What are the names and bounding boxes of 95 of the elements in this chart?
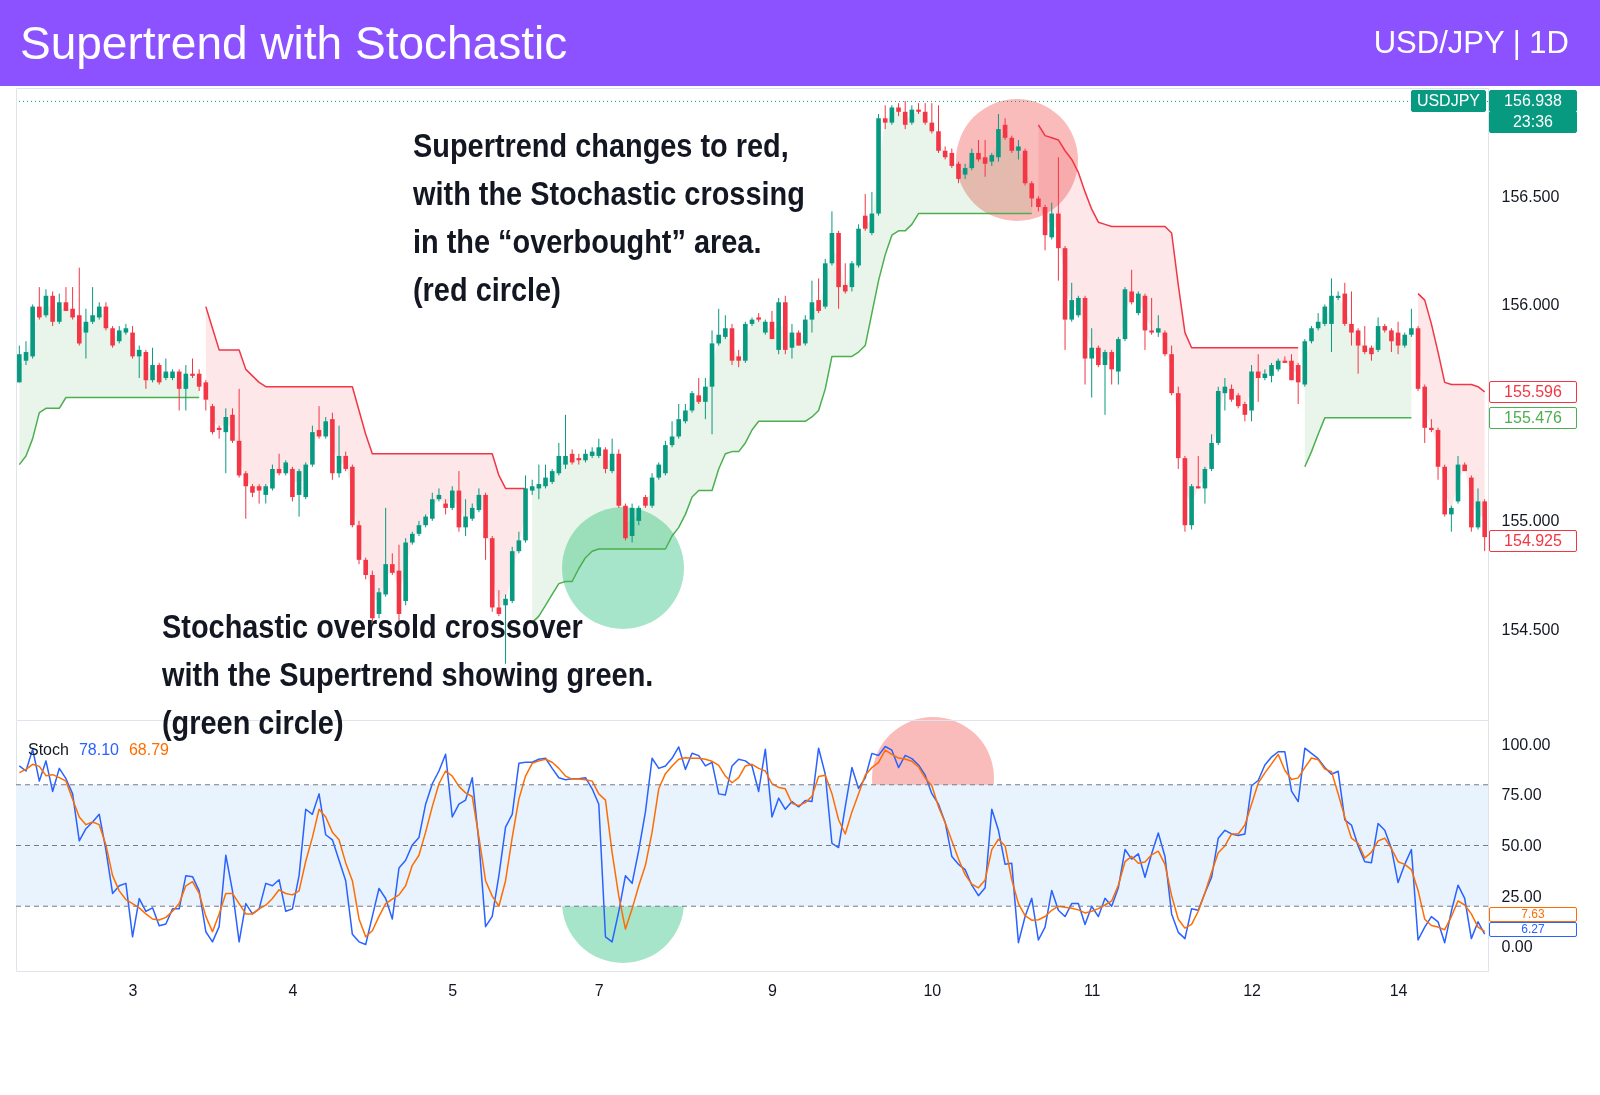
candlestick (63, 286, 69, 312)
candlestick (37, 286, 42, 321)
y-tick-label: 25.00 (1501, 887, 1542, 905)
x-tick-label: 5 (448, 981, 458, 999)
candlestick (956, 161, 961, 184)
chart-subtitle: USD/JPY | 1D (1373, 24, 1569, 62)
candlestick (669, 420, 675, 448)
candlestick (243, 470, 249, 520)
candlestick (123, 323, 129, 336)
text: Stoch (28, 741, 69, 758)
candlestick (449, 485, 455, 511)
candlestick (136, 345, 142, 379)
candlestick (802, 314, 808, 347)
candlestick (363, 557, 368, 580)
candlestick (110, 325, 115, 349)
candlestick (936, 104, 941, 154)
candlestick (543, 464, 548, 489)
annotation: 68.79 (128, 741, 169, 758)
candlestick (1355, 327, 1361, 375)
candlestick (1389, 327, 1394, 353)
candlestick (1016, 139, 1021, 160)
y-tick-label: 100.00 (1501, 735, 1551, 753)
candlestick (23, 340, 29, 366)
candlestick (962, 163, 968, 180)
x-tick-label: 12 (1243, 981, 1262, 999)
candlestick (816, 277, 821, 314)
y-tick-label: 154.500 (1501, 620, 1560, 638)
annotation: 78.10 (78, 741, 119, 758)
candlestick (982, 139, 988, 178)
candlestick (603, 446, 608, 474)
candlestick (56, 293, 62, 325)
text: 23:36 (1489, 111, 1577, 134)
text: 7.63 (1489, 907, 1577, 923)
candlestick (676, 403, 682, 440)
candlestick (1349, 290, 1354, 347)
candlestick (809, 280, 815, 334)
candlestick (703, 377, 708, 420)
candlestick (130, 325, 135, 360)
candlestick (256, 483, 262, 505)
candlestick (889, 104, 895, 126)
candlestick (1195, 455, 1201, 489)
candlestick (429, 492, 435, 522)
candlestick (1289, 353, 1294, 381)
y-tick-label: 50.00 (1501, 837, 1542, 854)
candlestick (882, 104, 888, 130)
candlestick (1029, 180, 1035, 208)
x-tick-label: 10 (923, 981, 942, 999)
x-tick-label: 7 (594, 981, 604, 999)
candlestick (636, 505, 642, 526)
candlestick (463, 498, 468, 537)
candlestick (390, 552, 395, 576)
candlestick (343, 451, 348, 472)
data-label: 155.596 (1489, 380, 1577, 403)
candlestick (696, 377, 702, 405)
y-tick-label: 0.00 (1501, 938, 1533, 956)
candlestick (723, 314, 728, 340)
candlestick (1109, 349, 1114, 386)
candlestick (270, 464, 275, 492)
y-tick-label: 155.000 (1501, 512, 1560, 530)
candlestick (323, 416, 329, 440)
candlestick (596, 438, 602, 459)
candlestick (150, 347, 155, 383)
y-tick-label: 156.000 (1501, 295, 1560, 313)
text: 6.27 (1489, 922, 1577, 938)
candlestick (716, 308, 721, 347)
text: 155.476 (1489, 406, 1577, 429)
candlestick (563, 414, 568, 470)
candlestick (1255, 353, 1261, 403)
y-tick-label: 156.500 (1501, 187, 1560, 205)
candlestick (1409, 308, 1414, 338)
candlestick (90, 286, 95, 325)
candlestick (862, 193, 868, 232)
y-tick-label: 75.00 (1501, 786, 1542, 804)
candlestick (976, 139, 981, 163)
ref-line-label: 156.938 (1489, 90, 1577, 113)
candlestick (190, 358, 195, 379)
x-tick-label: 3 (128, 981, 138, 999)
x-tick-label: 4 (288, 981, 298, 999)
text: 154.925 (1489, 530, 1577, 553)
candlestick (1096, 345, 1101, 368)
candlestick (70, 286, 75, 321)
candlestick (263, 483, 269, 505)
candlestick (203, 379, 209, 411)
chart-title: Supertrend with Stochastic (20, 16, 568, 71)
candlestick (1269, 362, 1274, 383)
candlestick (1362, 325, 1368, 355)
x-tick-label: 14 (1389, 981, 1408, 999)
annotation: USDJPY (1410, 90, 1486, 113)
candlestick (156, 362, 162, 386)
x-tick-label: 11 (1083, 981, 1101, 999)
x-tick-label: 9 (768, 981, 778, 999)
candlestick (1449, 505, 1454, 533)
candlestick (842, 262, 848, 295)
annotation: Supertrend changes to red, with the Stochastic crossing in the “overbought” area. (red circle) (413, 125, 805, 310)
candlestick (683, 403, 688, 424)
